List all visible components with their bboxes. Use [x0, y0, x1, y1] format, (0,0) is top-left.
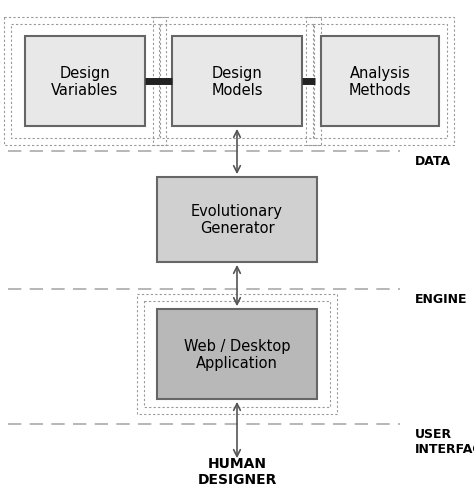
Text: Web / Desktop
Application: Web / Desktop Application — [184, 338, 290, 370]
Bar — [11, 25, 159, 139]
Text: ENGINE: ENGINE — [415, 292, 467, 305]
Bar — [313, 25, 447, 139]
Bar — [172, 37, 302, 127]
Bar — [160, 25, 314, 139]
Bar — [321, 37, 439, 127]
Text: Design
Models: Design Models — [211, 66, 263, 98]
Text: Evolutionary
Generator: Evolutionary Generator — [191, 203, 283, 236]
Bar — [157, 309, 317, 399]
Bar — [4, 18, 166, 146]
Bar — [25, 37, 145, 127]
Bar — [153, 18, 321, 146]
Text: DATA: DATA — [415, 155, 451, 167]
Bar — [306, 18, 454, 146]
Text: Design
Variables: Design Variables — [51, 66, 118, 98]
Text: USER
INTERFACE: USER INTERFACE — [415, 427, 474, 455]
Bar — [137, 294, 337, 414]
Bar — [157, 177, 317, 262]
Bar — [144, 302, 330, 407]
Text: HUMAN
DESIGNER: HUMAN DESIGNER — [197, 456, 277, 484]
Text: Analysis
Methods: Analysis Methods — [349, 66, 411, 98]
